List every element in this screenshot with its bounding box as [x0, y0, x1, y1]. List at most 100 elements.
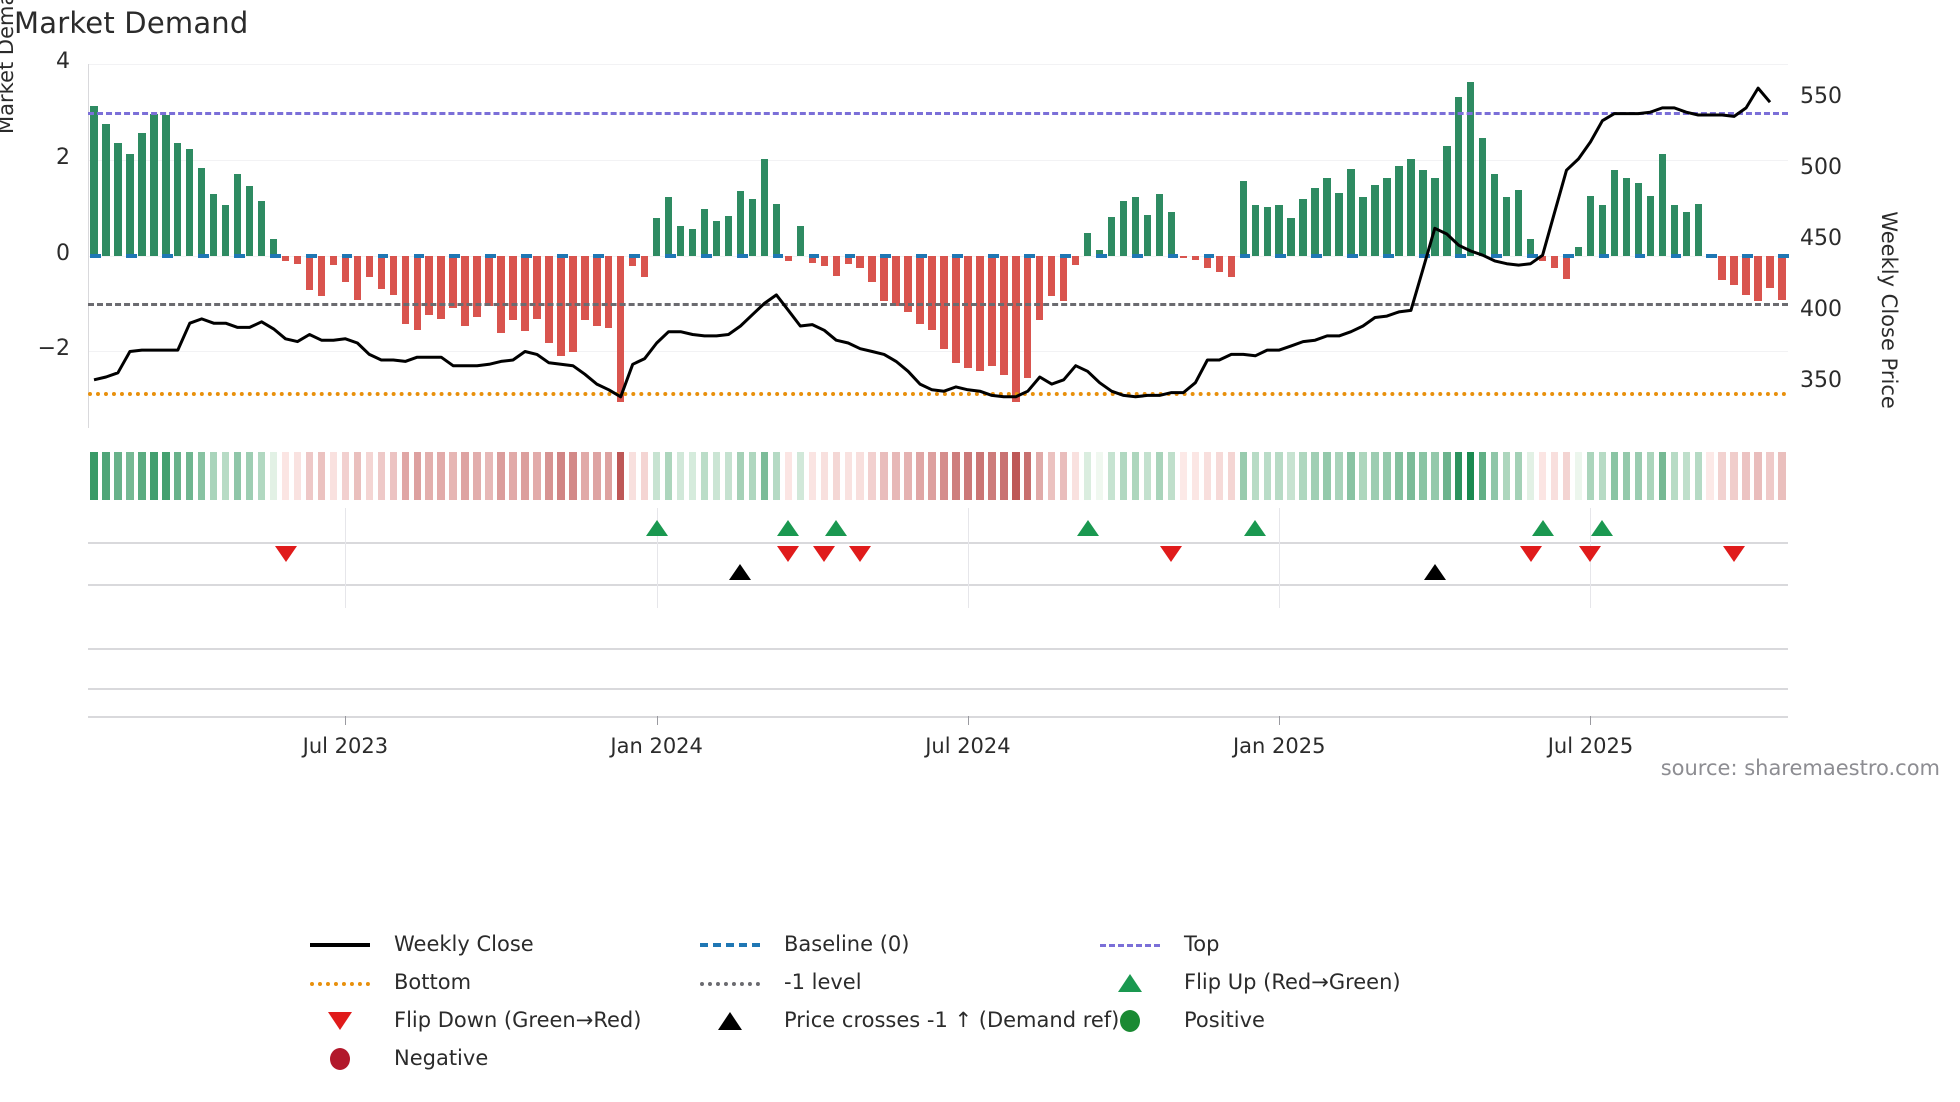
demand-bar: [521, 255, 529, 332]
legend-item[interactable]: Top: [1090, 925, 1219, 963]
legend-label: Bottom: [394, 970, 472, 994]
demand-bar: [1670, 205, 1678, 256]
line-dotted-orange-glyph: [310, 982, 370, 986]
heatmap-cell: [640, 452, 649, 500]
demand-bar: [174, 143, 182, 256]
heatmap-cell: [1658, 452, 1666, 500]
demand-bar: [1263, 206, 1271, 256]
line-dashed-blue-icon: [690, 934, 770, 954]
heatmap-cell: [856, 452, 864, 500]
heatmap-cell: [293, 452, 302, 500]
heatmap-cell: [1048, 452, 1056, 500]
line-dotted-gray-icon: [690, 972, 770, 992]
legend-item[interactable]: Bottom: [300, 963, 471, 1001]
demand-bar: [1610, 170, 1619, 256]
legend-label: Top: [1184, 932, 1220, 956]
demand-bar: [1383, 178, 1391, 256]
heatmap-cell: [1059, 452, 1068, 500]
legend-item[interactable]: -1 level: [690, 963, 862, 1001]
baseline-segment: [772, 253, 784, 258]
heatmap-cell: [281, 452, 290, 500]
demand-bar: [652, 218, 661, 256]
demand-bar: [1275, 205, 1283, 256]
reference-line-top: [88, 111, 1788, 115]
legend-item[interactable]: Negative: [300, 1039, 488, 1077]
demand-bar: [1036, 255, 1044, 321]
demand-bar: [1574, 246, 1583, 256]
baseline-segment: [485, 253, 497, 258]
demand-bar: [1622, 178, 1631, 256]
dot-green-glyph: [1120, 1010, 1140, 1032]
demand-bar: [509, 255, 517, 321]
heatmap-cell: [1071, 452, 1080, 500]
demand-bar: [138, 133, 146, 256]
y-axis-left-tick: 0: [56, 240, 70, 266]
heatmap-cell: [976, 452, 984, 500]
heatmap-cell: [186, 452, 194, 500]
demand-bar: [976, 255, 984, 372]
legend-item[interactable]: Baseline (0): [690, 925, 909, 963]
heatmap-cell: [1167, 452, 1176, 500]
legend-item[interactable]: Flip Down (Green→Red): [300, 1001, 641, 1039]
flip-down-marker: [849, 546, 872, 562]
baseline-segment: [162, 253, 173, 258]
heatmap-cell: [1455, 452, 1463, 500]
demand-bar: [126, 154, 134, 256]
demand-bar: [198, 168, 206, 256]
demand-bar: [186, 149, 194, 256]
baseline-segment: [449, 253, 461, 258]
heatmap-cell: [1299, 452, 1307, 500]
baseline-segment: [1526, 253, 1538, 258]
y-axis-left-tick: 2: [56, 144, 70, 170]
demand-bar: [772, 203, 781, 256]
demand-bar: [461, 255, 469, 327]
heatmap-cell: [545, 452, 553, 500]
baseline-segment: [341, 253, 353, 258]
heatmap-cell: [557, 452, 565, 500]
heatmap-cell: [1323, 452, 1331, 500]
x-axis-panel: [88, 648, 1788, 818]
legend-item[interactable]: Positive: [1090, 1001, 1265, 1039]
legend-item[interactable]: Weekly Close: [300, 925, 534, 963]
demand-bar: [114, 143, 122, 256]
line-dashed-purple-glyph: [1100, 944, 1160, 947]
demand-bar: [1694, 203, 1702, 256]
baseline-segment: [844, 253, 856, 258]
heatmap-cell: [736, 452, 745, 500]
heatmap-cell: [1514, 452, 1523, 500]
legend-item[interactable]: Flip Up (Red→Green): [1090, 963, 1401, 1001]
marker-row-rule: [88, 584, 1788, 586]
flip-up-marker: [645, 520, 668, 536]
demand-bar: [425, 255, 433, 316]
heatmap-cell: [724, 452, 733, 500]
demand-bar: [1323, 178, 1331, 256]
flip-down-marker: [1579, 546, 1602, 562]
demand-bar: [1347, 169, 1355, 256]
demand-bar: [353, 255, 362, 300]
demand-bar: [1682, 211, 1690, 256]
heatmap-cell: [1586, 452, 1595, 500]
legend-item[interactable]: Price crosses -1 ↑ (Demand ref): [690, 1001, 1119, 1039]
demand-bar: [796, 225, 805, 256]
baseline-segment: [1311, 253, 1323, 258]
baseline-segment: [521, 253, 532, 258]
demand-bar: [760, 158, 769, 256]
heatmap-cell: [497, 452, 505, 500]
heatmap-cell: [1431, 452, 1439, 500]
demand-bar: [868, 255, 876, 282]
demand-bar: [341, 255, 350, 282]
axis-rule: [88, 688, 1788, 690]
demand-bar: [485, 255, 493, 306]
price-cross-marker: [1423, 564, 1446, 580]
heatmap-cell: [664, 452, 673, 500]
baseline-segment: [880, 253, 892, 258]
baseline-segment: [988, 253, 999, 258]
demand-bar: [593, 255, 601, 327]
dot-red-glyph: [330, 1048, 350, 1070]
y-axis-right-tick: 350: [1800, 367, 1842, 393]
heatmap-cell: [868, 452, 876, 500]
heatmap-cell: [1083, 452, 1092, 500]
x-grid-tick: [345, 508, 347, 608]
flip-up-marker: [1244, 520, 1267, 536]
page-title: Market Demand: [14, 6, 249, 40]
